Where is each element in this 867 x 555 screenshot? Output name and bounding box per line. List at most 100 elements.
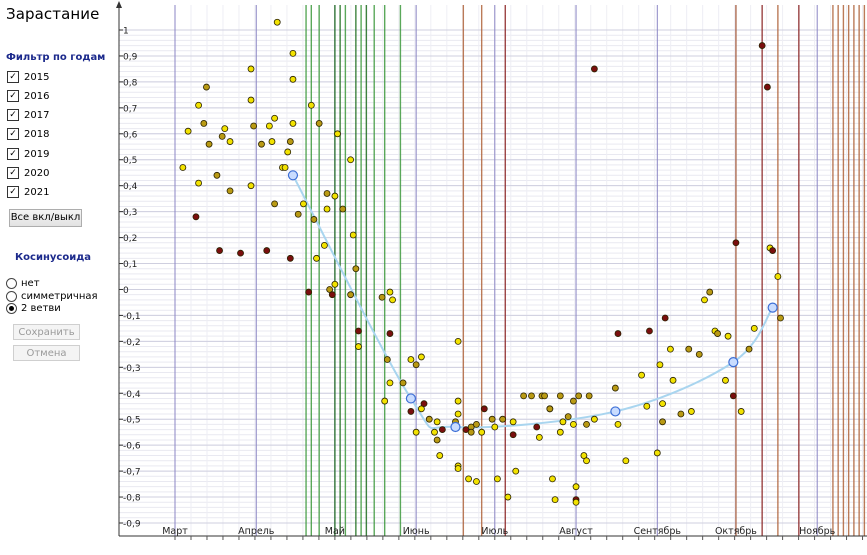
data-point — [349, 231, 357, 239]
y-tick-label: -0,2 — [123, 338, 141, 348]
data-point — [355, 327, 362, 335]
curve-point — [610, 406, 621, 417]
data-point — [271, 114, 279, 122]
data-point — [286, 138, 294, 145]
cosine-option-symmetric[interactable]: симметричная — [6, 290, 98, 302]
data-point — [528, 392, 535, 400]
data-point — [436, 452, 444, 459]
year-checkbox-2019[interactable]: ✓ 2019 — [7, 147, 49, 161]
data-point — [247, 96, 255, 104]
checkbox-checked-icon[interactable]: ✓ — [7, 90, 19, 102]
data-point — [667, 345, 674, 353]
data-point — [323, 205, 331, 213]
data-point — [580, 452, 588, 459]
toggle-all-years-button[interactable]: Все вкл/выкл — [9, 209, 82, 227]
radio-icon[interactable] — [6, 277, 17, 289]
year-checkbox-2020[interactable]: ✓ 2020 — [7, 166, 49, 180]
year-checkbox-2017[interactable]: ✓ 2017 — [7, 108, 49, 122]
data-point — [425, 415, 433, 423]
year-checkbox-2015[interactable]: ✓ 2015 — [7, 70, 49, 84]
checkbox-checked-icon[interactable]: ✓ — [7, 71, 19, 83]
data-point — [313, 254, 320, 262]
year-checkbox-2021[interactable]: ✓ 2021 — [7, 185, 49, 199]
month-label: Ноябрь — [799, 526, 836, 537]
data-point — [218, 132, 226, 140]
data-point — [722, 376, 729, 384]
save-button[interactable]: Сохранить — [13, 324, 80, 340]
cosine-title: Косинусоида — [15, 252, 92, 263]
data-point — [769, 247, 777, 254]
data-point — [575, 392, 583, 400]
data-point — [556, 392, 564, 400]
overgrowth-chart[interactable]: -0,9 -0,8 -0,7 -0,6 -0,5 -0,4 -0,3 -0,2 -0,1 0 0,1… — [112, 0, 867, 555]
checkbox-checked-icon[interactable]: ✓ — [7, 109, 19, 121]
year-label: 2021 — [24, 186, 50, 198]
app-title: Зарастание — [6, 5, 100, 23]
data-point — [226, 187, 234, 195]
data-point — [583, 420, 590, 428]
radio-icon[interactable] — [6, 290, 17, 302]
data-point — [454, 397, 462, 405]
data-point — [499, 415, 507, 423]
month-label: Май — [325, 526, 345, 537]
checkbox-checked-icon[interactable]: ✓ — [7, 167, 19, 179]
year-label: 2016 — [24, 90, 50, 102]
data-point — [677, 410, 685, 418]
y-tick-label: 0,9 — [123, 52, 138, 62]
y-tick-label: -0,7 — [123, 468, 141, 478]
data-point — [258, 140, 265, 148]
data-point — [549, 475, 556, 483]
y-tick-label: -0,5 — [123, 416, 141, 426]
y-tick-label: 0,6 — [123, 130, 138, 140]
data-point — [281, 164, 289, 171]
data-point — [412, 428, 420, 436]
data-point — [407, 356, 415, 363]
data-point — [315, 120, 323, 127]
data-point — [378, 293, 386, 301]
data-point — [572, 483, 580, 491]
data-point — [585, 392, 593, 400]
month-label: Август — [559, 526, 593, 537]
cosine-option-two-branches[interactable]: 2 ветви — [6, 302, 61, 314]
data-point — [685, 345, 693, 353]
data-point — [294, 210, 302, 218]
curve-point — [287, 170, 299, 181]
data-point — [777, 314, 784, 322]
data-point — [758, 42, 766, 49]
data-point — [465, 475, 472, 483]
month-label: Апрель — [238, 526, 275, 537]
data-point — [226, 138, 234, 145]
year-checkbox-2016[interactable]: ✓ 2016 — [7, 89, 49, 103]
year-checkbox-2018[interactable]: ✓ 2018 — [7, 127, 49, 141]
year-label: 2018 — [24, 128, 50, 140]
year-label: 2015 — [24, 71, 50, 83]
y-tick-label: 0,8 — [123, 78, 138, 88]
checkbox-checked-icon[interactable]: ✓ — [7, 148, 19, 160]
cosine-option-none[interactable]: нет — [6, 277, 40, 289]
data-point — [192, 213, 200, 221]
data-point — [488, 415, 496, 423]
data-point — [724, 332, 732, 340]
data-point — [653, 449, 661, 457]
data-point — [247, 182, 255, 190]
data-point — [179, 164, 187, 171]
radio-selected-icon[interactable] — [6, 302, 17, 314]
data-point — [289, 75, 297, 83]
data-point — [669, 376, 677, 384]
data-point — [200, 120, 208, 127]
cancel-button[interactable]: Отмена — [13, 345, 80, 361]
data-point — [467, 428, 475, 436]
data-point — [289, 120, 297, 127]
y-tick-label: -0,1 — [123, 312, 141, 322]
checkbox-checked-icon[interactable]: ✓ — [7, 186, 19, 198]
y-tick-label: 0,7 — [123, 104, 137, 114]
data-point — [714, 330, 721, 337]
checkbox-checked-icon[interactable]: ✓ — [7, 128, 19, 140]
data-point — [687, 408, 695, 415]
data-point — [247, 65, 255, 73]
y-tick-label: 1 — [123, 27, 129, 37]
data-point — [509, 431, 517, 439]
y-tick-label: -0,9 — [123, 520, 141, 530]
data-point — [564, 413, 572, 421]
data-point — [570, 420, 577, 428]
